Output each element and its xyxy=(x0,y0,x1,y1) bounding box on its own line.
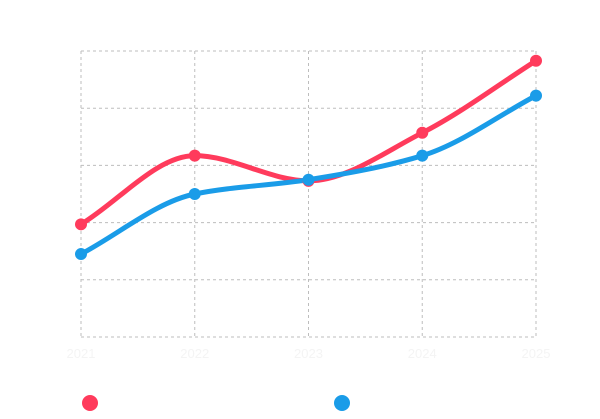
x-tick-label: 2021 xyxy=(67,346,96,361)
chart-grid xyxy=(80,50,537,338)
x-tick-label: 2023 xyxy=(294,346,323,361)
chart-legend xyxy=(82,395,350,411)
series-1-point xyxy=(75,218,87,231)
series-2-point xyxy=(188,188,201,200)
series-1-point xyxy=(530,54,542,67)
series-1-point xyxy=(416,126,429,139)
legend-marker-2 xyxy=(334,395,350,411)
x-tick-label: 2022 xyxy=(180,346,209,361)
series-1-point xyxy=(188,149,201,162)
legend-marker-1 xyxy=(82,395,98,411)
series-2-point xyxy=(75,248,87,261)
x-axis-ticks: 2021 2022 2023 2024 2025 xyxy=(67,346,551,361)
series-2-point xyxy=(302,173,315,186)
series-2-point xyxy=(416,149,429,162)
chart-series xyxy=(75,54,542,261)
x-tick-label: 2024 xyxy=(408,346,437,361)
x-tick-label: 2025 xyxy=(522,346,551,361)
series-2-point xyxy=(530,89,542,102)
